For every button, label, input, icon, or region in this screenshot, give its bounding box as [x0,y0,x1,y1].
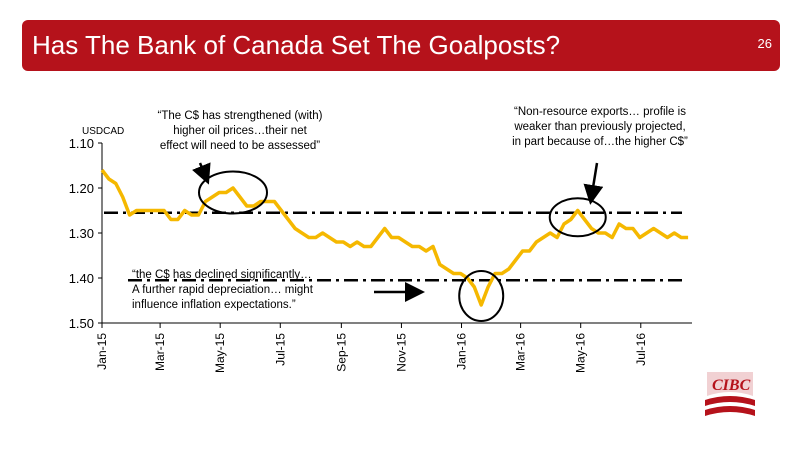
annotation-line: “The C$ has strengthened (with) [157,110,323,122]
x-tick-label: Nov-15 [394,333,408,372]
annotation-line: in part because of…the higher C$” [512,136,688,148]
arrow-oil-prices [192,162,211,185]
annotation-line: higher oil prices…their net [173,125,307,137]
x-tick-label: Jan-15 [95,333,109,370]
x-tick-label: Mar-15 [153,333,167,371]
y-axis-label: USDCAD [82,126,125,137]
slide-title: Has The Bank of Canada Set The Goalposts… [32,30,561,60]
y-tick-label: 1.20 [69,181,94,196]
x-tick-label: Mar-16 [514,333,528,371]
highlight-ellipse [198,170,269,215]
annotation-line: influence inflation expectations.” [132,299,296,311]
highlight-ellipse [548,197,607,238]
annotation-line: effect will need to be assessed” [159,140,321,152]
annotation-oil-prices: “The C$ has strengthened (with) higher o… [135,109,345,154]
x-tick-label: May-16 [574,333,588,373]
annotation-exports: “Non-resource exports… profile is weaker… [480,105,720,150]
y-tick-label: 1.30 [69,226,94,241]
x-tick-label: Sep-15 [334,333,348,372]
x-tick-label: May-15 [213,333,227,373]
page-number: 26 [757,36,772,51]
highlight-ellipse [458,270,505,322]
annotation-line: A further rapid depreciation… might [132,284,313,296]
x-tick-label: Jan-16 [455,333,469,370]
cibc-logo-mark [705,372,755,416]
y-tick-label: 1.50 [69,316,94,331]
annotation-line: “Non-resource exports… profile is [514,106,686,118]
logo-text: CIBC [712,377,751,394]
annotation-depreciation: “the C$ has declined significantly… A fu… [132,268,362,313]
annotation-line: “the C$ has declined significantly… [132,269,312,281]
annotation-line: weaker than previously projected, [514,121,686,133]
title-bar [22,20,780,71]
y-tick-label: 1.10 [69,136,94,151]
cibc-logo [697,366,759,428]
x-tick-label: Jul-15 [273,333,287,366]
x-tick-label: Jul-16 [634,333,648,366]
y-tick-label: 1.40 [69,271,94,286]
arrow-exports [583,162,604,205]
